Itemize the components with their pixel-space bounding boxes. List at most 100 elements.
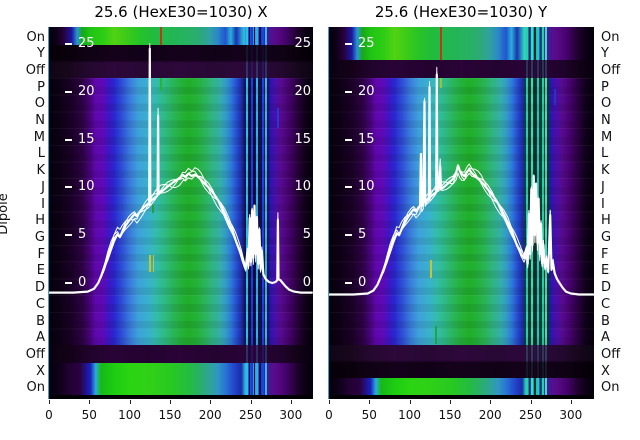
- row-label-on-21: On: [26, 380, 45, 396]
- heatmap-stripe: [264, 345, 267, 363]
- heatmap-stripe: [536, 60, 539, 78]
- x-tick-mark-300: [290, 400, 292, 404]
- heatmap-mark-2: [430, 260, 432, 278]
- y-tick-value: 25: [358, 36, 375, 52]
- heatmap-stripe: [261, 363, 264, 395]
- beam-profile-traces: [329, 66, 594, 296]
- y-tick-value: 0: [78, 275, 87, 290]
- heatmap-stripe: [254, 345, 256, 363]
- row-labels-left: On Y Off P O N M L K J I H G F E D C B A Off X On: [0, 27, 46, 399]
- x-tick-mark-50: [89, 400, 91, 404]
- row-label-f-13: F: [601, 246, 609, 262]
- y-tick-right-15: 15: [294, 131, 311, 147]
- x-tick-label-100: 100: [118, 408, 142, 422]
- heatmap-mark-3: [149, 255, 151, 272]
- row-label-p-3: P: [601, 79, 609, 95]
- tick-dash: [65, 186, 72, 189]
- row-label-a-18: A: [601, 330, 610, 346]
- y-tick-right-25: 25: [294, 37, 311, 51]
- panel-x-plot: 25 25 20 20 15 15 10 10 5 5 0 0: [48, 27, 313, 399]
- y-tick-right-10: 10: [294, 180, 311, 194]
- tick-dash: [65, 138, 72, 141]
- row-label-off-19: Off: [25, 346, 45, 362]
- tick-dash: [345, 282, 352, 284]
- heatmap-stripe: [245, 363, 248, 395]
- heatmap-mark-5: [277, 108, 279, 128]
- x-tick-mark-200: [210, 400, 212, 404]
- row-label-h-11: H: [601, 213, 611, 229]
- y-tick-value: 20: [78, 83, 95, 99]
- beam-profile-traces: [49, 43, 313, 294]
- tick-dash: [345, 43, 352, 46]
- heatmap-stripe: [529, 378, 531, 395]
- y-tick-right-0: 0: [303, 276, 311, 290]
- row-label-d-15: D: [601, 280, 612, 296]
- y-tick-left-0: 0: [345, 276, 366, 290]
- heatmap-stripe: [256, 345, 259, 363]
- trace: [49, 47, 313, 294]
- y-tick-value: 0: [302, 275, 311, 290]
- heatmap-band-edge: [48, 395, 313, 399]
- heatmap-stripe: [248, 363, 251, 395]
- heatmap-stripe: [250, 345, 253, 363]
- y-tick-left-15: 15: [65, 131, 95, 147]
- panel-y-title: 25.6 (HexE30=1030) Y: [374, 3, 548, 21]
- heatmap-stripe: [534, 378, 536, 395]
- heatmap-stripe: [245, 345, 248, 363]
- row-label-b-17: B: [601, 313, 610, 329]
- x-tick-mark-250: [530, 400, 532, 404]
- row-label-y-1: Y: [601, 46, 609, 62]
- row-label-c-16: C: [601, 296, 611, 312]
- row-label-off-19: Off: [601, 346, 621, 362]
- row-label-i-10: I: [601, 196, 605, 212]
- row-label-on-0: On: [601, 29, 620, 45]
- row-label-b-17: B: [36, 313, 45, 329]
- heatmap-mark-1: [440, 78, 442, 88]
- heatmap-band-p-a: [48, 78, 313, 345]
- heatmap-stripe: [529, 27, 531, 60]
- x-tick-mark-150: [169, 400, 171, 404]
- y-tick-value: 15: [78, 131, 95, 147]
- heatmap-stripe: [248, 345, 251, 363]
- heatmap-band-x-on: [48, 363, 313, 395]
- row-label-x-20: X: [601, 363, 610, 379]
- heatmap-stripe: [531, 60, 534, 78]
- y-tick-value: 15: [294, 131, 311, 147]
- row-label-p-3: P: [37, 79, 45, 95]
- row-label-j-9: J: [41, 179, 45, 195]
- heatmap-band-edge: [328, 395, 594, 399]
- heatmap-mark-2: [152, 205, 154, 213]
- heatmap-stripe: [254, 363, 256, 395]
- row-label-off-2: Off: [601, 62, 621, 78]
- x-tick-label-100: 100: [398, 408, 422, 422]
- panel-x-title: 25.6 (HexE30=1030) X: [94, 3, 268, 21]
- x-tick-mark-0: [329, 400, 330, 404]
- row-label-i-10: I: [41, 196, 45, 212]
- heatmap-stripe: [264, 363, 267, 395]
- tick-dash: [65, 90, 72, 93]
- tick-dash: [65, 282, 72, 284]
- row-label-on-0: On: [26, 29, 45, 45]
- heatmap-band-on-y: [328, 27, 594, 60]
- x-tick-label-50: 50: [81, 408, 97, 422]
- tick-dash: [345, 186, 352, 189]
- row-label-e-14: E: [601, 263, 610, 279]
- y-tick-value: 10: [294, 179, 311, 195]
- tick-dash: [345, 90, 352, 93]
- row-label-d-15: D: [34, 280, 45, 296]
- heatmap-band-p-a: [328, 78, 594, 345]
- x-tick-mark-100: [409, 400, 411, 404]
- y-tick-value: 25: [294, 36, 311, 52]
- row-label-k-8: K: [601, 163, 610, 179]
- heatmap-mark-4: [152, 255, 154, 272]
- y-tick-value: 10: [358, 179, 375, 195]
- y-tick-left-0: 0: [65, 276, 86, 290]
- heatmap-stripe: [541, 60, 544, 78]
- trace: [329, 71, 594, 295]
- heatmap-mark-6: [48, 27, 50, 399]
- y-tick-left-25: 25: [345, 37, 375, 51]
- heatmap-stripe: [261, 27, 264, 45]
- heatmap-stripe: [261, 345, 264, 363]
- x-tick-label-300: 300: [279, 408, 303, 422]
